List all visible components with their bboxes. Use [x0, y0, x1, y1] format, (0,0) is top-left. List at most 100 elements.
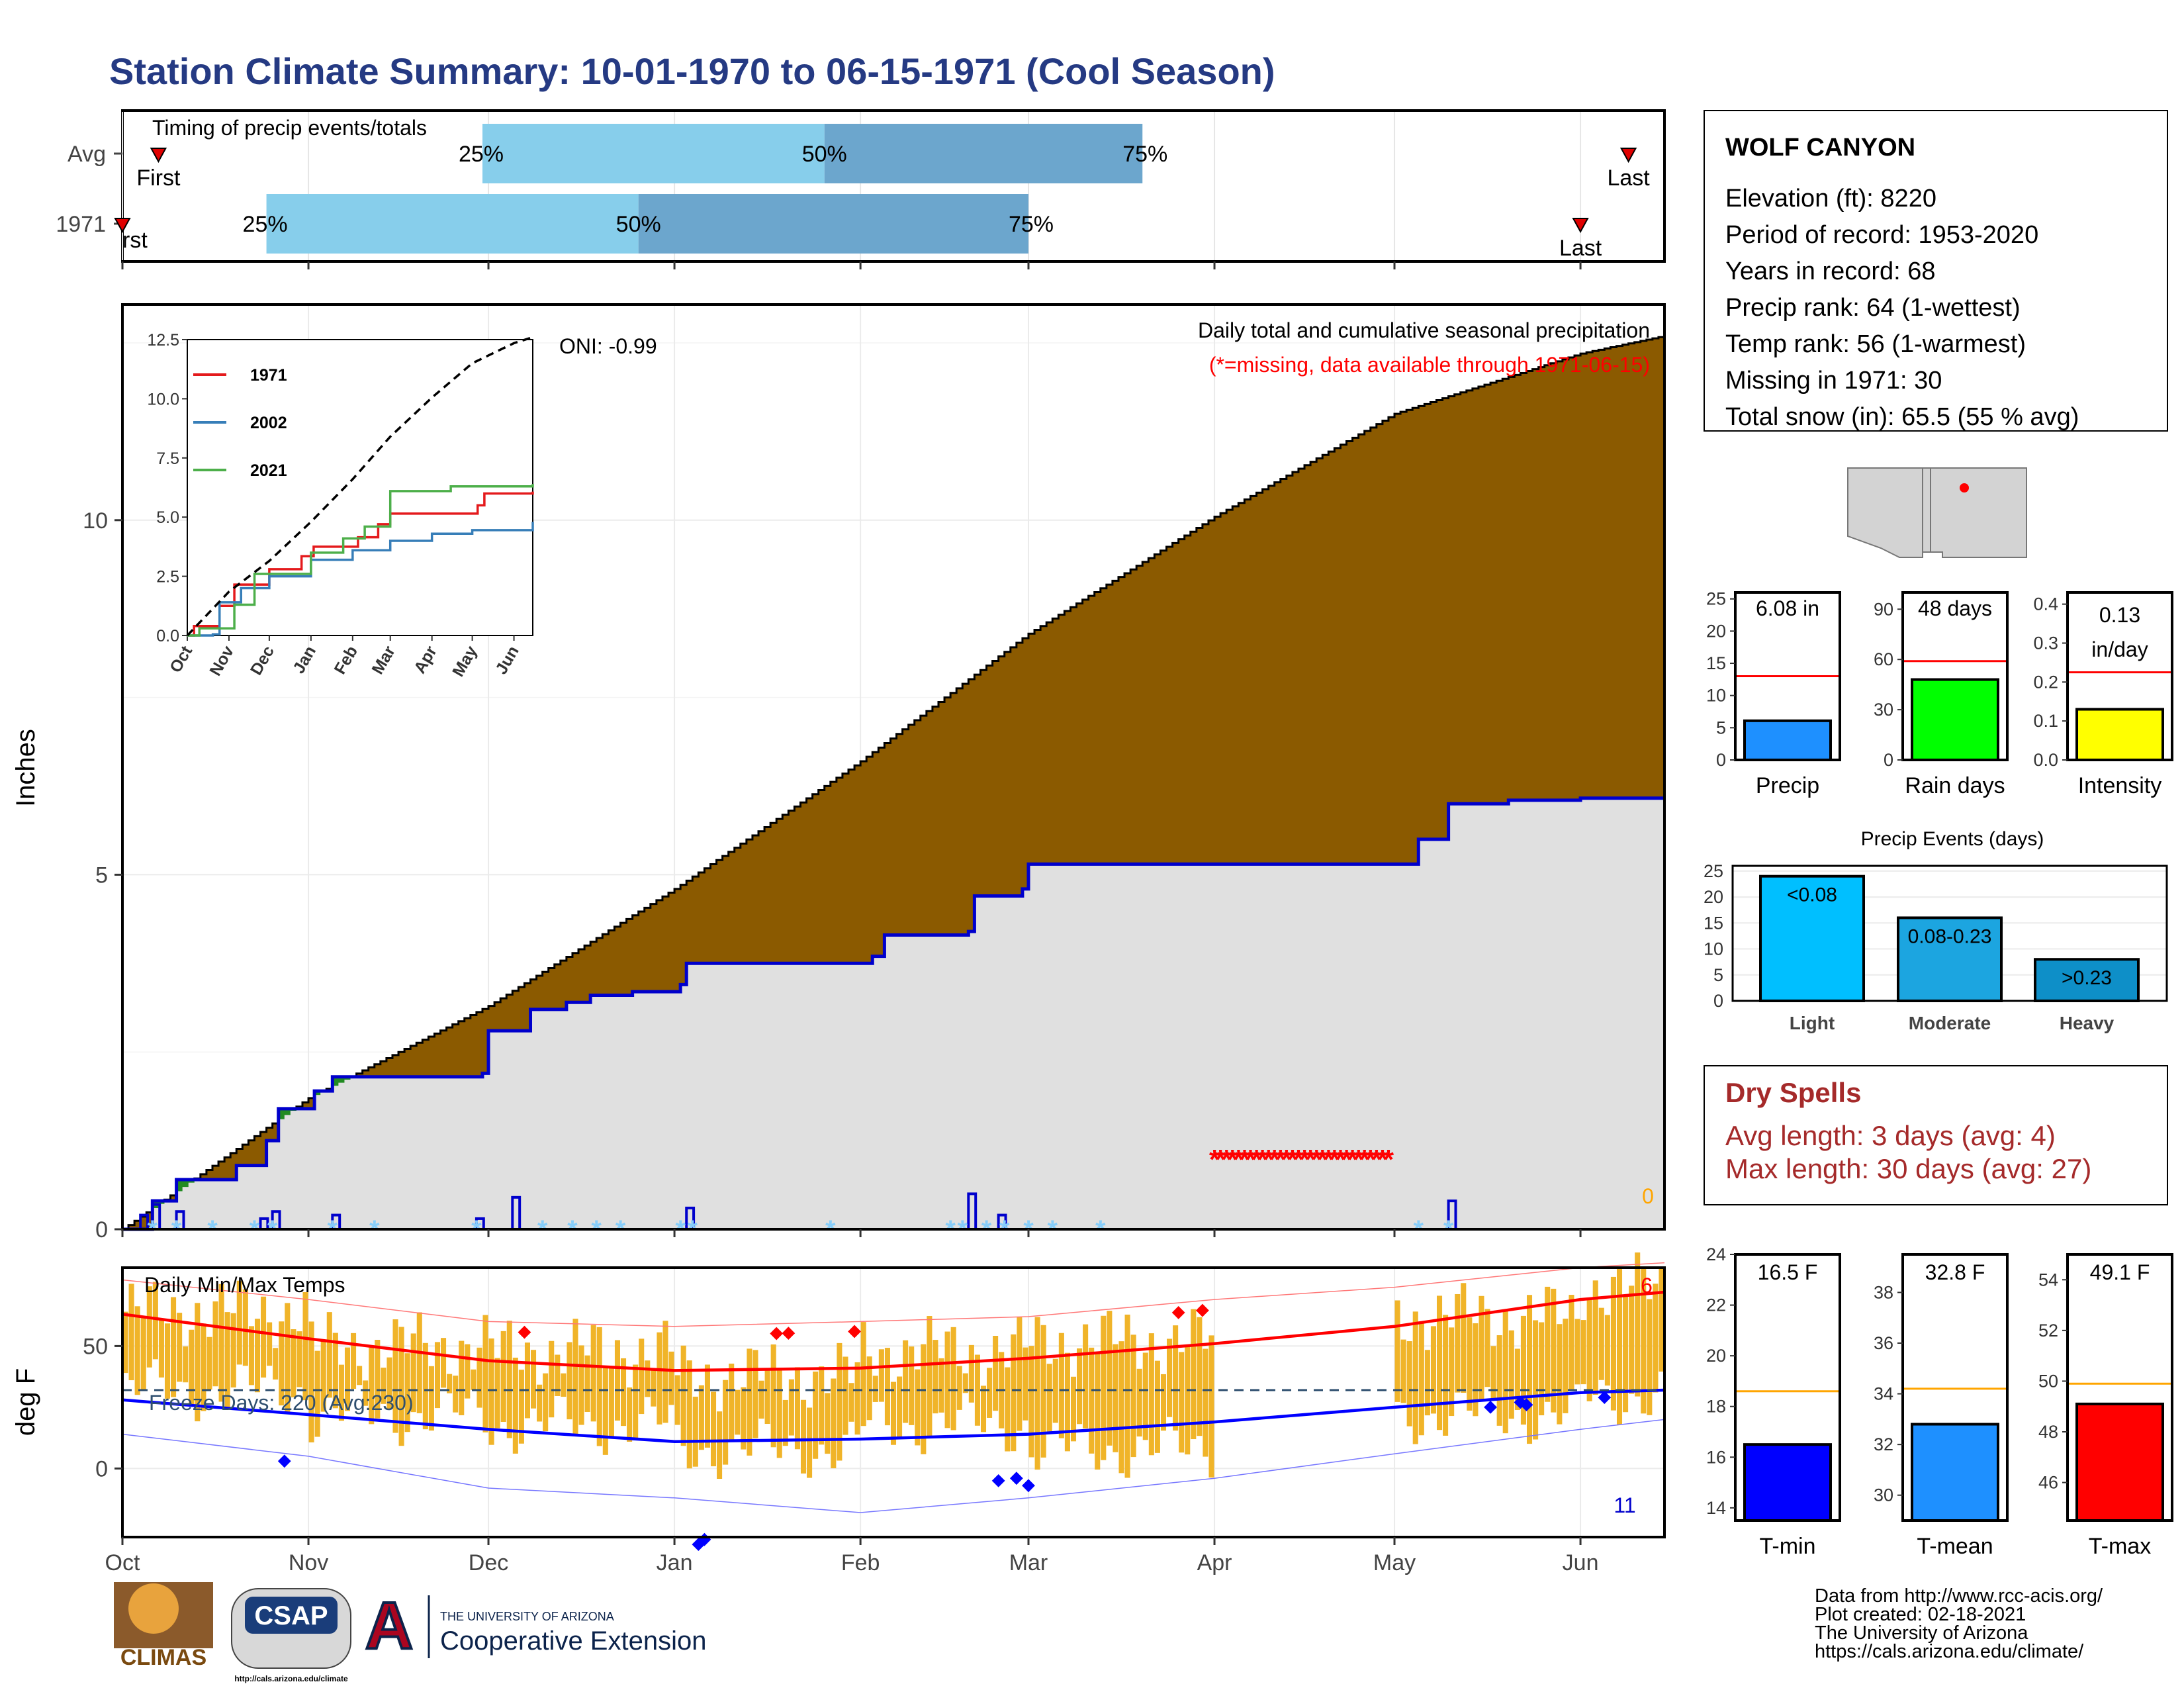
daily-temp-bar	[1604, 1315, 1610, 1386]
daily-temp-bar	[1629, 1286, 1635, 1394]
daily-temp-bar	[302, 1292, 308, 1401]
daily-temp-bar	[291, 1329, 296, 1397]
timing-p50-label: 50%	[616, 212, 661, 237]
missing-data-marker: *	[1371, 1144, 1383, 1175]
daily-temp-bar	[1113, 1344, 1118, 1452]
ua-line1: THE UNIVERSITY OF ARIZONA	[440, 1610, 614, 1623]
daily-temp-bar	[248, 1326, 254, 1385]
new-mexico-shape	[1922, 467, 2027, 558]
daily-temp-bar	[465, 1344, 471, 1399]
daily-temp-bar	[819, 1366, 825, 1445]
small-panel-y-tick-label: 18	[1706, 1397, 1726, 1417]
daily-temp-bar	[524, 1342, 530, 1419]
daily-temp-bar	[878, 1349, 884, 1402]
daily-temp-bar	[866, 1356, 872, 1421]
daily-temp-bar	[1514, 1348, 1520, 1410]
daily-temp-bar	[1641, 1267, 1647, 1414]
event-category-label: Moderate	[1909, 1013, 1991, 1033]
timing-bar-25-50	[266, 194, 639, 254]
events-panel-frame	[1731, 865, 2168, 1002]
daily-temp-bar	[662, 1321, 668, 1423]
small-panel-y-tick-label: 14	[1706, 1498, 1726, 1518]
tmax-value-label: 49.1 F	[2090, 1260, 2150, 1284]
record-high-marker	[770, 1327, 784, 1340]
station-info-line: Elevation (ft): 8220	[1725, 185, 1936, 212]
daily-temp-bar	[915, 1369, 921, 1446]
daily-temp-bar	[1455, 1293, 1461, 1393]
inset-y-tick-label: 0.0	[156, 627, 179, 645]
daily-temp-bar	[1418, 1323, 1424, 1436]
daily-temp-bar	[747, 1348, 752, 1456]
month-tick-label: Mar	[1009, 1550, 1048, 1575]
daily-temp-bar	[441, 1338, 447, 1388]
station-info-line: Years in record: 68	[1725, 258, 1936, 285]
daily-temp-bar	[1095, 1352, 1101, 1470]
daily-temp-bar	[1508, 1330, 1514, 1419]
daily-temp-bar	[146, 1286, 152, 1368]
daily-temp-bar	[357, 1366, 363, 1385]
event-bar-label: <0.08	[1787, 884, 1837, 906]
small-panel-y-tick-label: 5	[1716, 718, 1726, 737]
missing-data-marker: *	[1209, 1144, 1220, 1175]
daily-temp-bar	[1107, 1311, 1113, 1446]
dry-spells-avg: Avg length: 3 days (avg: 4)	[1725, 1120, 2056, 1151]
daily-temp-bar	[128, 1284, 134, 1381]
daily-temp-bar	[122, 1311, 128, 1374]
daily-temp-bar	[1394, 1300, 1400, 1402]
daily-temp-bar	[1557, 1324, 1563, 1425]
timing-p75-label: 75%	[1009, 212, 1054, 237]
daily-temp-bar	[1406, 1341, 1412, 1427]
daily-temp-bar	[842, 1356, 848, 1435]
daily-temp-bar	[1430, 1326, 1436, 1414]
small-panel-bar	[1743, 719, 1832, 761]
daily-temp-bar	[1653, 1284, 1659, 1393]
missing-data-marker: *	[1305, 1144, 1316, 1175]
daily-temp-bar	[698, 1385, 704, 1450]
small-panel-y-tick-label: 30	[1874, 1485, 1893, 1505]
daily-temp-bar	[704, 1364, 710, 1448]
temp-y-axis-label: deg F	[11, 1368, 40, 1436]
temp-panel-title: Daily Min/Max Temps	[144, 1273, 345, 1297]
daily-temp-bar	[1635, 1252, 1641, 1397]
small-panel-title: T-max	[2089, 1534, 2151, 1559]
daily-temp-bar	[1191, 1309, 1197, 1440]
event-category-label: Heavy	[2060, 1013, 2115, 1033]
daily-temp-bar	[854, 1362, 860, 1435]
daily-temp-bar	[956, 1366, 962, 1410]
daily-temp-bar	[1502, 1309, 1508, 1434]
daily-temp-bar	[860, 1322, 866, 1427]
daily-temp-bar	[723, 1380, 729, 1465]
missing-data-marker: *	[1335, 1144, 1346, 1175]
small-panel-y-tick-label: 48	[2038, 1422, 2058, 1442]
precip-y-tick-label: 10	[83, 508, 108, 534]
daily-temp-bar	[950, 1327, 956, 1430]
ua-logo-letter: A	[365, 1589, 413, 1663]
daily-temp-bar	[369, 1347, 375, 1425]
events-y-tick-label: 15	[1704, 913, 1723, 933]
tmean-value-label: 32.8 F	[1925, 1260, 1985, 1284]
daily-temp-bar	[1118, 1341, 1124, 1474]
daily-temp-bar	[344, 1347, 351, 1411]
record-low-line	[122, 1419, 1665, 1513]
events-y-tick-label: 10	[1704, 939, 1723, 959]
daily-temp-bar	[1539, 1322, 1545, 1416]
daily-temp-bar	[776, 1370, 782, 1458]
daily-temp-bar	[494, 1358, 500, 1429]
daily-temp-bar	[572, 1319, 578, 1434]
daily-temp-bar	[267, 1322, 273, 1366]
month-tick-label: Jun	[1563, 1550, 1599, 1575]
daily-temp-bar	[831, 1378, 837, 1469]
first-event-marker	[114, 218, 131, 234]
daily-temp-bar	[800, 1399, 807, 1474]
daily-temp-bar	[1563, 1319, 1569, 1413]
daily-temp-bar	[242, 1289, 248, 1366]
daily-temp-bar	[537, 1384, 543, 1422]
daily-temp-bar	[224, 1312, 230, 1407]
missing-data-marker: *	[1215, 1144, 1226, 1175]
station-info-box	[1704, 110, 2168, 432]
daily-temp-bar	[729, 1363, 735, 1440]
intensity-value-label: 0.13	[2099, 603, 2140, 627]
record-high-line	[122, 1262, 1665, 1327]
month-tick-label: Dec	[469, 1550, 508, 1575]
inset-plot-frame	[187, 339, 533, 636]
